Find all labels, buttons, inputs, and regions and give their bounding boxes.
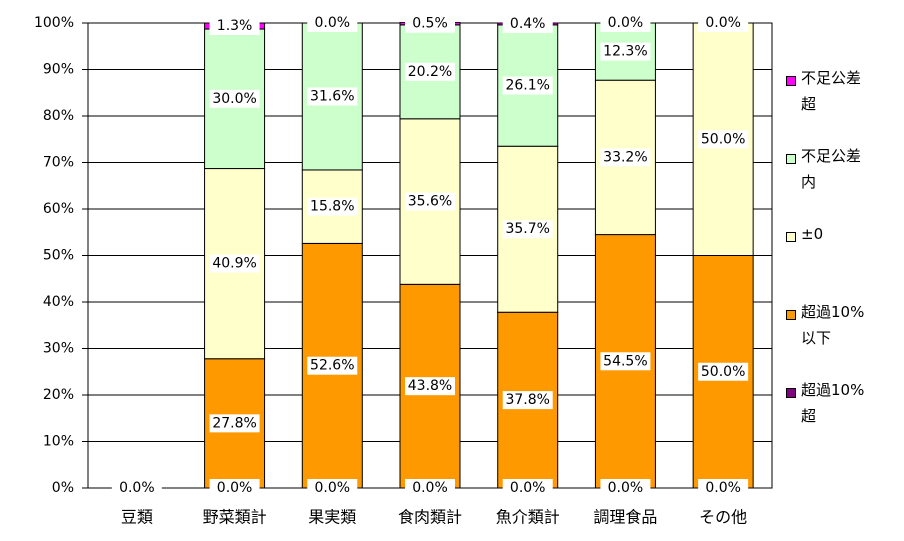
label-bg	[405, 14, 455, 33]
data-label: 35.7%	[505, 221, 549, 237]
label-bg	[502, 220, 553, 239]
y-tick-label: 70%	[43, 155, 74, 171]
legend: 不足公差超不足公差内 ±0 超過10%以下 超過10%超	[786, 69, 867, 460]
label-bg	[600, 479, 651, 497]
data-label: 1.3%	[217, 18, 253, 34]
y-tick-label: 0%	[52, 480, 74, 496]
data-label: 0.0%	[510, 480, 546, 496]
data-label: 43.8%	[408, 378, 452, 394]
data-label: 0.0%	[217, 480, 253, 496]
label-bg	[307, 356, 358, 375]
data-label: 27.8%	[212, 415, 256, 431]
data-label: 0.0%	[608, 480, 644, 496]
data-label: 26.1%	[505, 78, 549, 94]
legend-swatch	[786, 310, 796, 320]
y-tick-label: 80%	[43, 108, 74, 124]
legend-entry: 超過10%以下	[786, 303, 867, 382]
data-label: 0.0%	[608, 15, 644, 31]
label-bg	[600, 42, 651, 61]
label-bg	[600, 14, 651, 32]
y-tick-label: 90%	[43, 62, 74, 78]
label-bg	[405, 192, 455, 211]
legend-swatch	[786, 232, 796, 242]
label-bg	[209, 414, 260, 433]
data-label: 31.6%	[310, 88, 354, 104]
x-tick-label: 調理食品	[593, 508, 657, 527]
x-tick-label: 食肉類計	[398, 508, 462, 527]
label-bg	[698, 362, 749, 381]
legend-label: ±0	[801, 225, 824, 243]
label-bg	[209, 254, 260, 273]
y-tick-label: 50%	[43, 248, 74, 264]
label-bg	[405, 377, 455, 396]
legend-swatch	[786, 154, 796, 164]
data-label: 20.2%	[408, 64, 452, 80]
label-bg	[111, 479, 162, 497]
label-bg	[502, 391, 553, 410]
legend-label: 不足公差超	[801, 69, 862, 113]
data-label: 30.0%	[212, 91, 256, 107]
data-label: 50.0%	[701, 364, 745, 380]
x-tick-label: 果実類	[308, 508, 356, 527]
data-label: 0.0%	[705, 480, 741, 496]
label-bg	[698, 479, 749, 497]
data-label: 0.0%	[314, 15, 350, 31]
label-bg	[209, 89, 260, 108]
data-label: 33.2%	[603, 149, 647, 165]
data-label: 0.0%	[314, 480, 350, 496]
y-tick-label: 60%	[43, 201, 74, 217]
label-bg	[307, 14, 358, 32]
data-label: 15.8%	[310, 199, 354, 215]
data-label: 0.4%	[510, 16, 546, 32]
y-tick-label: 100%	[34, 15, 74, 31]
label-bg	[405, 62, 455, 81]
data-label: 40.9%	[212, 256, 256, 272]
legend-entry: 不足公差内	[786, 147, 867, 226]
legend-entry: 不足公差超	[786, 69, 867, 148]
label-bg	[307, 479, 358, 497]
label-bg	[502, 76, 553, 95]
label-bg	[405, 479, 455, 497]
label-bg	[698, 14, 749, 32]
legend-label: 超過10%超	[801, 381, 865, 425]
data-label: 0.0%	[705, 15, 741, 31]
legend-entry: ±0	[786, 225, 867, 304]
legend-swatch	[786, 388, 796, 398]
label-bg	[600, 148, 651, 167]
legend-label: 超過10%以下	[801, 303, 865, 347]
data-label: 0.0%	[119, 480, 155, 496]
legend-swatch	[786, 76, 796, 86]
y-tick-label: 10%	[43, 434, 74, 450]
x-tick-label: その他	[699, 508, 747, 527]
data-label: 12.3%	[603, 44, 647, 60]
label-bg	[698, 130, 749, 149]
data-label: 54.5%	[603, 353, 647, 369]
label-bg	[209, 17, 260, 36]
data-label: 35.6%	[408, 194, 452, 210]
x-tick-label: 豆類	[121, 508, 153, 527]
data-label: 37.8%	[505, 392, 549, 408]
data-label: 0.5%	[412, 16, 448, 32]
label-bg	[502, 14, 553, 33]
label-bg	[209, 479, 260, 497]
legend-label: 不足公差内	[801, 147, 862, 191]
y-tick-label: 20%	[43, 387, 74, 403]
legend-entry: 超過10%超	[786, 381, 867, 460]
x-tick-label: 魚介類計	[496, 508, 560, 527]
label-bg	[307, 87, 358, 106]
data-label: 50.0%	[701, 131, 745, 147]
data-label: 0.0%	[412, 480, 448, 496]
x-tick-label: 野菜類計	[203, 508, 267, 527]
y-tick-label: 40%	[43, 294, 74, 310]
data-label: 52.6%	[310, 358, 354, 374]
label-bg	[502, 479, 553, 497]
y-tick-label: 30%	[43, 341, 74, 357]
label-bg	[600, 352, 651, 371]
label-bg	[307, 197, 358, 216]
